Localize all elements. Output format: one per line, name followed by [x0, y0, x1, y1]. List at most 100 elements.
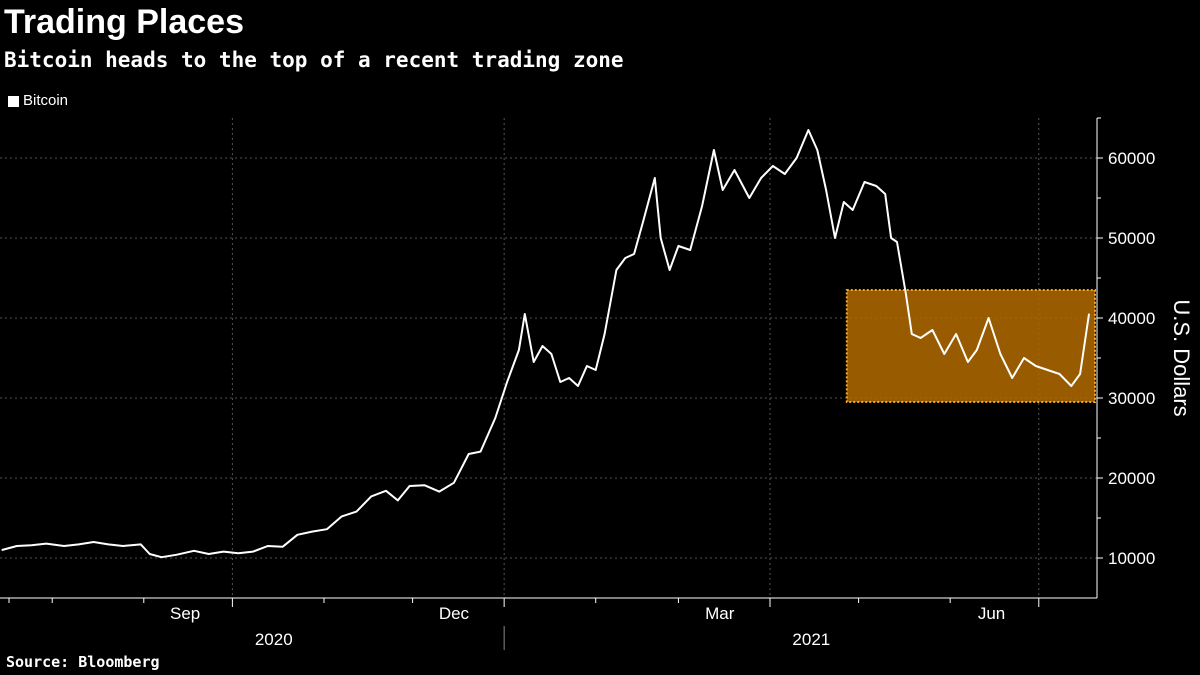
x-tick-label: Jun — [978, 604, 1005, 623]
y-tick-label: 10000 — [1108, 549, 1155, 568]
data-point — [633, 253, 635, 255]
data-point — [748, 197, 750, 199]
data-point — [713, 149, 715, 151]
data-point — [1088, 313, 1090, 315]
data-point — [78, 543, 80, 546]
data-point — [595, 369, 597, 371]
data-point — [943, 353, 945, 355]
data-point — [955, 333, 957, 335]
year-label: 2020 — [255, 630, 293, 649]
data-point — [409, 485, 411, 487]
data-point — [63, 545, 65, 547]
data-point — [518, 349, 520, 351]
y-axis-title: U.S. Dollars — [1169, 299, 1194, 416]
data-point — [825, 189, 827, 191]
data-point — [326, 528, 328, 530]
legend-swatch-bitcoin — [8, 95, 19, 107]
data-point — [911, 333, 913, 335]
data-point — [722, 189, 724, 191]
data-point — [967, 361, 969, 363]
data-point — [311, 531, 313, 533]
data-point — [1058, 373, 1061, 375]
legend-label-bitcoin: Bitcoin — [23, 92, 69, 109]
data-point — [252, 551, 254, 553]
data-point — [541, 345, 544, 347]
data-point — [282, 546, 284, 548]
data-point — [370, 495, 372, 497]
x-tick-label: Mar — [705, 604, 735, 623]
data-point — [772, 165, 774, 167]
axis-layer: 10000 20000 30000 40000 50000 60000 Sep Dec Mar J… — [0, 117, 1155, 650]
data-point — [654, 177, 656, 179]
chart-subtitle: Bitcoin heads to the top of a recent tra… — [4, 48, 624, 72]
data-point — [1011, 377, 1013, 379]
data-point — [701, 205, 703, 207]
data-point — [976, 349, 978, 351]
data-point — [175, 554, 177, 556]
data-point — [237, 552, 239, 554]
data-point — [999, 353, 1001, 355]
data-point — [149, 553, 151, 555]
data-point — [533, 361, 535, 363]
data-point — [222, 551, 225, 553]
data-point — [1023, 357, 1025, 359]
data-point — [30, 544, 33, 546]
data-point — [689, 249, 691, 251]
data-point — [267, 545, 269, 547]
data-point — [160, 556, 163, 558]
data-point — [884, 193, 886, 195]
data-point — [603, 333, 606, 335]
data-point — [122, 545, 124, 547]
data-point — [438, 491, 440, 493]
data-point — [568, 377, 570, 379]
series-line-bitcoin — [1, 129, 1090, 559]
data-point — [355, 511, 358, 513]
data-point — [1079, 373, 1081, 375]
legend: Bitcoin — [8, 91, 68, 111]
y-tick-label: 20000 — [1108, 469, 1155, 488]
data-point — [1035, 365, 1037, 367]
data-point — [468, 453, 470, 455]
data-point — [760, 177, 762, 179]
y-tick-label: 50000 — [1108, 229, 1155, 248]
year-label: 2021 — [792, 630, 830, 649]
data-point — [559, 381, 561, 383]
x-tick-label: Dec — [439, 604, 470, 623]
data-point — [494, 417, 496, 419]
data-point — [642, 221, 644, 223]
data-point — [423, 484, 425, 486]
data-point — [890, 237, 892, 239]
data-point — [385, 490, 387, 492]
data-point — [16, 545, 18, 547]
data-point — [905, 293, 907, 295]
data-point — [208, 553, 210, 555]
data-point — [586, 365, 588, 367]
data-point — [807, 129, 809, 131]
data-point — [453, 482, 455, 484]
data-point — [577, 385, 579, 387]
data-point — [479, 451, 482, 453]
data-point — [107, 543, 109, 546]
data-point — [843, 201, 845, 203]
data-point — [987, 317, 990, 319]
data-point — [1, 549, 3, 551]
chart-title: Trading Places — [4, 3, 244, 41]
data-point — [677, 245, 680, 247]
data-point — [550, 353, 553, 355]
series-layer — [1, 129, 1090, 559]
y-tick-label: 60000 — [1108, 149, 1155, 168]
data-point — [784, 173, 786, 175]
data-point — [660, 237, 662, 239]
highlight-zone — [845, 289, 1096, 403]
data-point — [506, 381, 508, 383]
data-point — [92, 541, 95, 543]
data-point — [875, 185, 877, 187]
source-note: Source: Bloomberg — [6, 653, 160, 671]
x-tick-label: Sep — [170, 604, 200, 623]
data-point — [795, 157, 798, 159]
data-point — [140, 543, 142, 546]
data-point — [896, 241, 898, 243]
data-point — [668, 269, 671, 271]
data-point — [1070, 385, 1072, 387]
